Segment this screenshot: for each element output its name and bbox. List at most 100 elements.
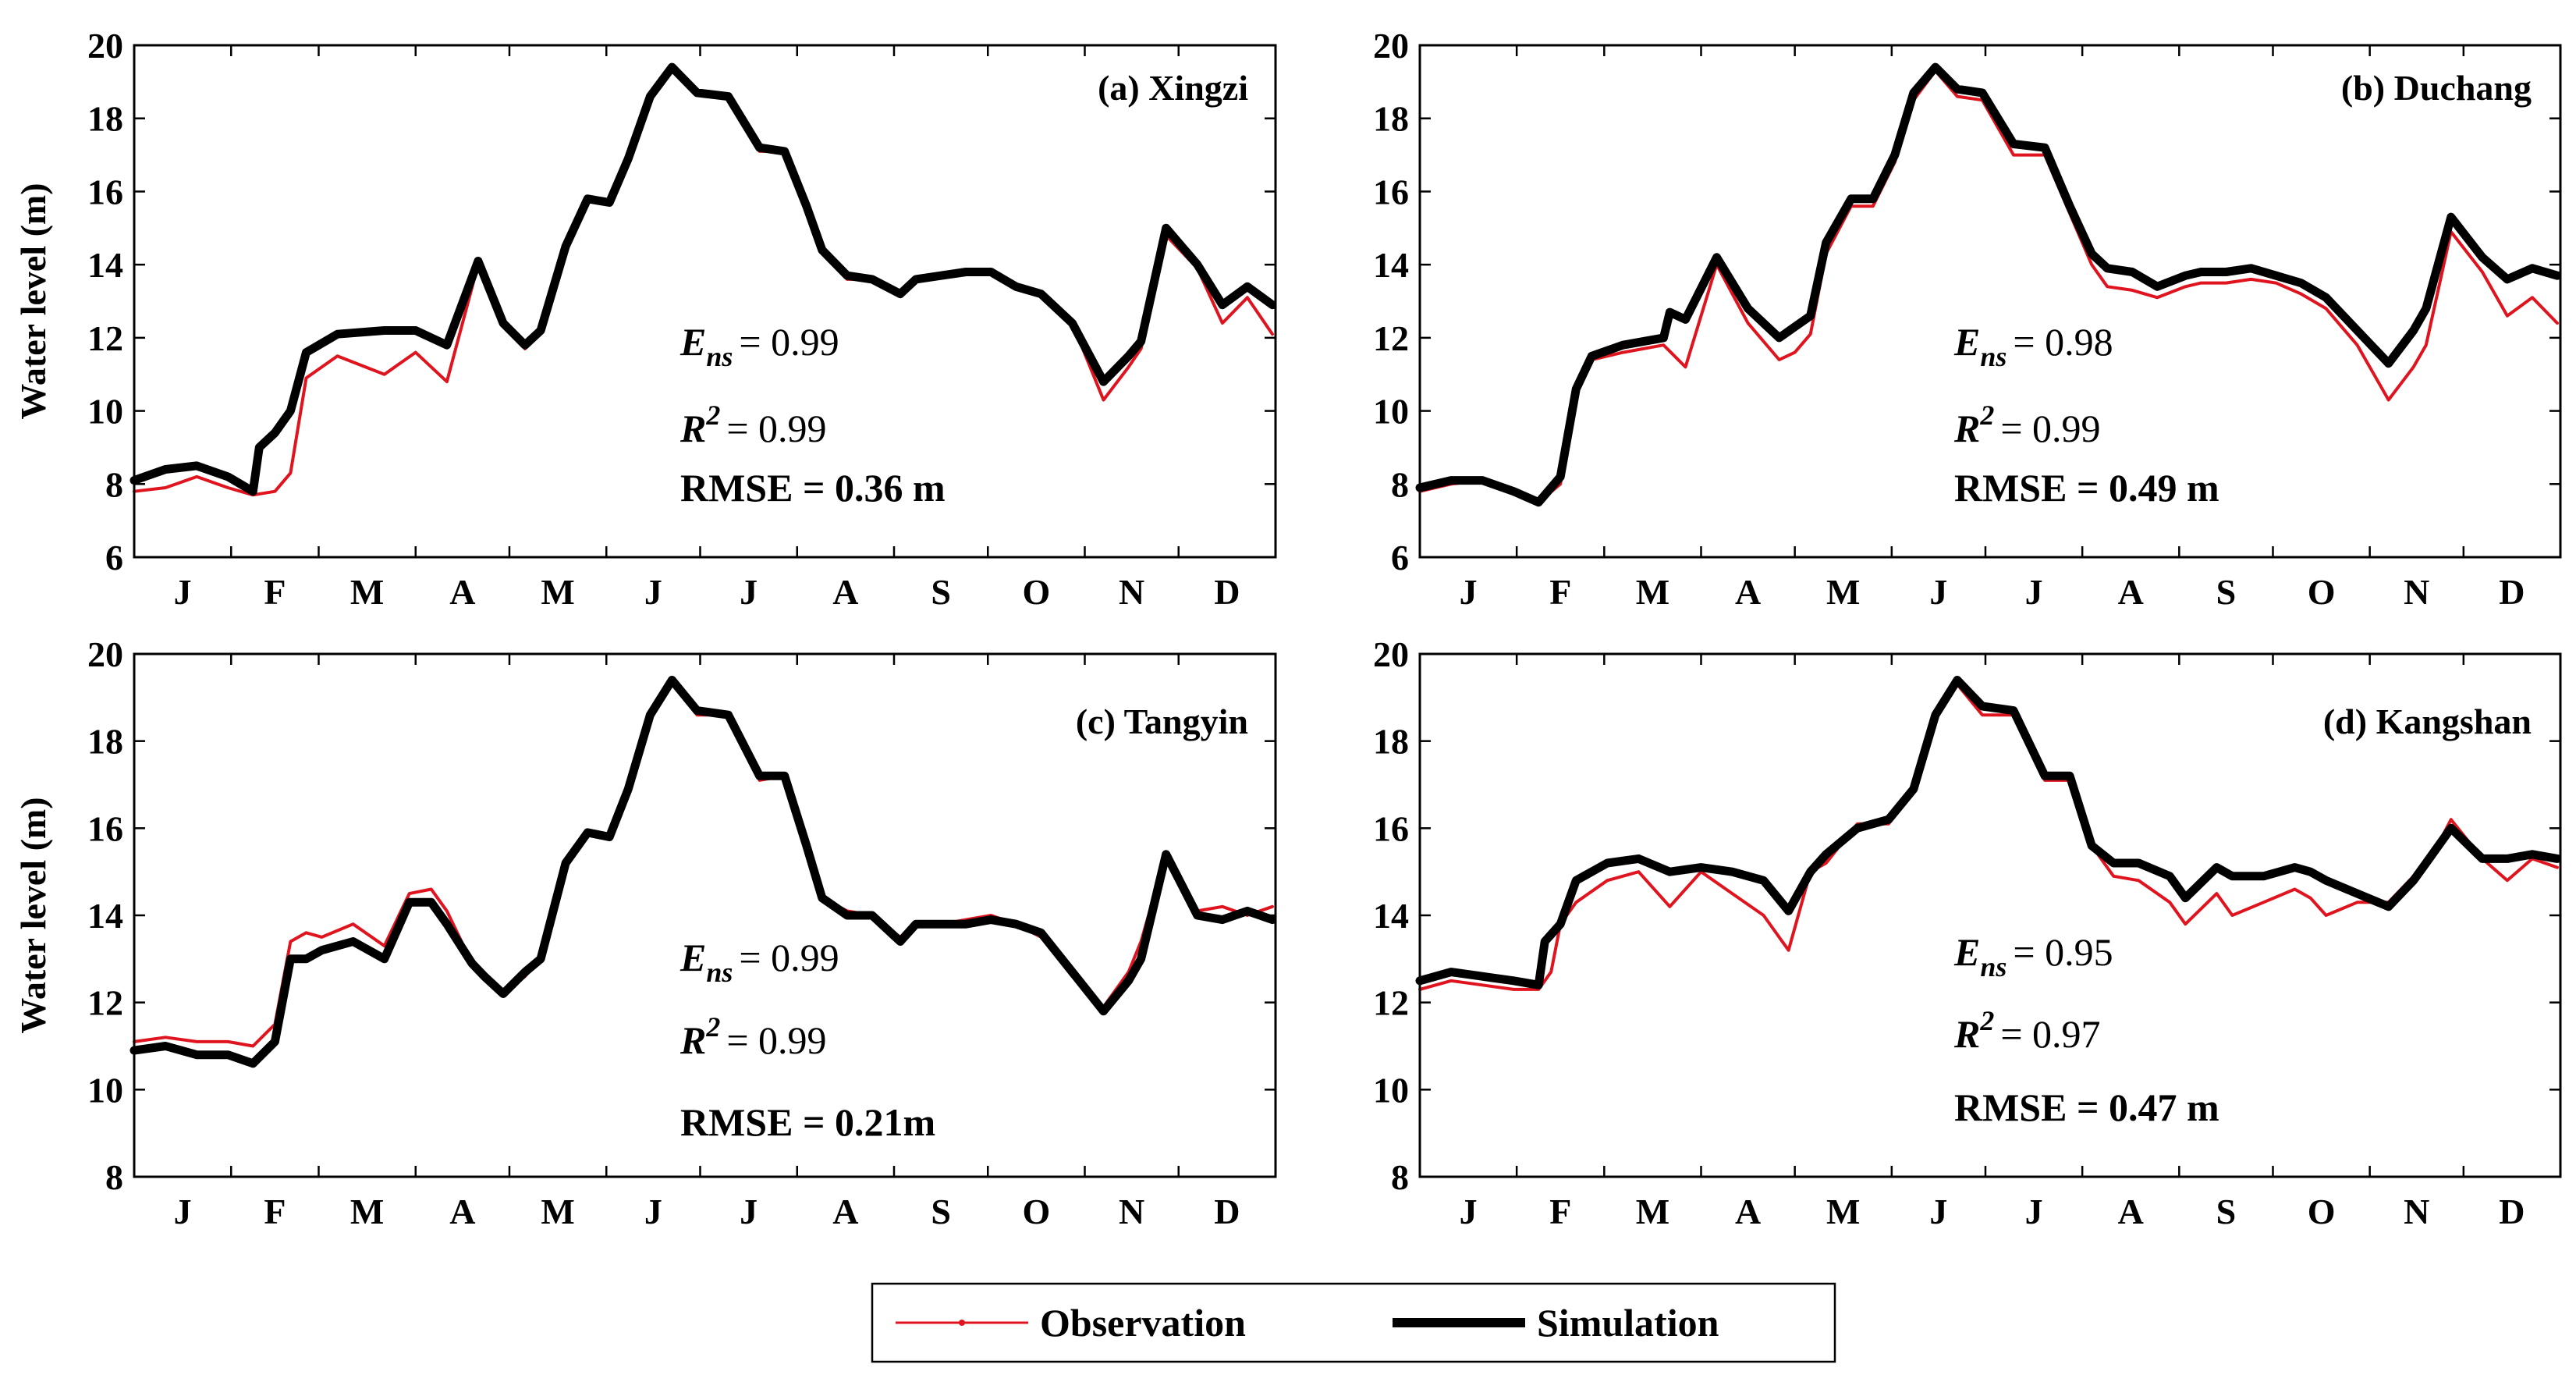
month-label: M (350, 572, 384, 612)
y-tick-label: 6 (105, 538, 123, 577)
month-label: J (740, 572, 758, 612)
month-label: J (2025, 572, 2043, 612)
rmse-stat: RMSE = 0.47 m (1954, 1085, 2219, 1129)
plot-border (133, 652, 1277, 1178)
month-label: O (1022, 572, 1050, 612)
month-label: F (1549, 572, 1571, 612)
month-label: F (1549, 1192, 1571, 1231)
panel-c-tangyin: Water level (m) 8 10 12 14 16 18 20 J F M A M J J A S O N… (13, 634, 1277, 1231)
month-label: A (449, 572, 475, 612)
ens-stat: Ens = 0.99 (679, 936, 839, 988)
month-label: F (264, 1192, 286, 1231)
month-label: J (1460, 572, 1478, 612)
y-tick-label: 8 (1391, 1157, 1409, 1197)
month-label: J (2025, 1192, 2043, 1231)
plot-frame (133, 652, 1277, 1178)
month-label: S (2216, 572, 2237, 612)
y-tick-label: 8 (1391, 464, 1409, 504)
month-label: N (1119, 572, 1144, 612)
month-label: J (174, 572, 192, 612)
plot-frame (1418, 652, 2562, 1178)
month-label: A (2118, 572, 2144, 612)
month-label: M (541, 572, 574, 612)
month-label: M (1636, 572, 1669, 612)
y-tick-label: 20 (1373, 634, 1409, 674)
plot-border (1418, 44, 2562, 559)
month-label: N (1119, 1192, 1144, 1231)
r2-stat: R2 = 0.97 (1953, 1005, 2101, 1056)
y-tick-label: 20 (1373, 26, 1409, 66)
panel-a-xingzi: Water level (m) 6 8 10 12 14 16 18 20 J F M A M J J A S O… (13, 26, 1277, 612)
month-label: A (1735, 572, 1761, 612)
y-axis-label: Water level (m) (13, 183, 53, 419)
y-tick-label: 12 (1373, 318, 1409, 358)
month-label: J (1460, 1192, 1478, 1231)
month-label: S (931, 1192, 951, 1231)
panel-title: (a) Xingzi (1098, 68, 1248, 108)
month-label: D (1214, 572, 1240, 612)
y-tick-label: 10 (1373, 1070, 1409, 1110)
ens-stat: Ens = 0.98 (1953, 320, 2113, 372)
month-label: M (1826, 1192, 1860, 1231)
y-tick-label: 10 (87, 1070, 123, 1110)
month-label: J (644, 1192, 662, 1231)
ens-stat: Ens = 0.95 (1953, 930, 2113, 982)
month-label: O (2308, 1192, 2336, 1231)
y-tick-label: 8 (105, 1157, 123, 1197)
legend-box (871, 1282, 1836, 1363)
y-tick-label: 12 (87, 318, 123, 358)
simulation-line (130, 62, 1277, 496)
month-label: N (2404, 572, 2429, 612)
rmse-stat: RMSE = 0.21m (680, 1100, 935, 1144)
plot-frame (133, 44, 1277, 559)
plot-border (1418, 652, 2562, 1178)
y-tick-label: 18 (87, 722, 123, 762)
y-tick-label: 20 (87, 26, 123, 66)
y-tick-label: 18 (1373, 99, 1409, 139)
y-tick-label: 14 (87, 896, 123, 936)
y-tick-label: 16 (87, 172, 123, 211)
month-label: A (1735, 1192, 1761, 1231)
month-label: S (2216, 1192, 2237, 1231)
month-label: A (832, 1192, 858, 1231)
r2-stat: R2 = 0.99 (679, 400, 827, 450)
legend-observation-marker (959, 1320, 965, 1326)
month-label: S (931, 572, 951, 612)
panel-title: (d) Kangshan (2323, 702, 2532, 741)
month-label: M (1826, 572, 1860, 612)
y-tick-label: 12 (1373, 983, 1409, 1023)
y-tick-label: 18 (1373, 722, 1409, 762)
y-tick-label: 14 (1373, 245, 1409, 285)
month-label: J (740, 1192, 758, 1231)
month-label: M (350, 1192, 384, 1231)
y-tick-label: 16 (87, 808, 123, 848)
month-label: M (541, 1192, 574, 1231)
month-label: J (174, 1192, 192, 1231)
panel-b-duchang: 6 8 10 12 14 16 18 20 J F M A M J J A S O N D (b) Duchang Ens… (1373, 26, 2562, 612)
y-axis-label: Water level (m) (13, 797, 53, 1033)
month-label: J (1929, 572, 1947, 612)
simulation-line (1415, 676, 2562, 989)
month-label: F (264, 572, 286, 612)
panel-d-kangshan: 8 10 12 14 16 18 20 J F M A M J J A S O N D (d) Kangshan Ens… (1373, 634, 2562, 1231)
y-tick-label: 16 (1373, 172, 1409, 211)
y-tick-label: 20 (87, 634, 123, 674)
y-tick-label: 10 (87, 392, 123, 432)
simulation-line (1415, 62, 2562, 507)
month-label: N (2404, 1192, 2429, 1231)
panel-title: (b) Duchang (2341, 68, 2532, 108)
rmse-stat: RMSE = 0.49 m (1954, 466, 2219, 510)
month-label: A (2118, 1192, 2144, 1231)
ens-stat: Ens = 0.99 (679, 320, 839, 372)
y-tick-label: 18 (87, 99, 123, 139)
month-label: A (832, 572, 858, 612)
y-tick-label: 12 (87, 983, 123, 1023)
simulation-line (130, 676, 1277, 1068)
r2-stat: R2 = 0.99 (679, 1011, 827, 1062)
r2-stat: R2 = 0.99 (1953, 400, 2101, 450)
month-label: O (1022, 1192, 1050, 1231)
legend-simulation-label: Simulation (1537, 1301, 1719, 1345)
month-label: D (1214, 1192, 1240, 1231)
y-tick-label: 14 (87, 245, 123, 285)
